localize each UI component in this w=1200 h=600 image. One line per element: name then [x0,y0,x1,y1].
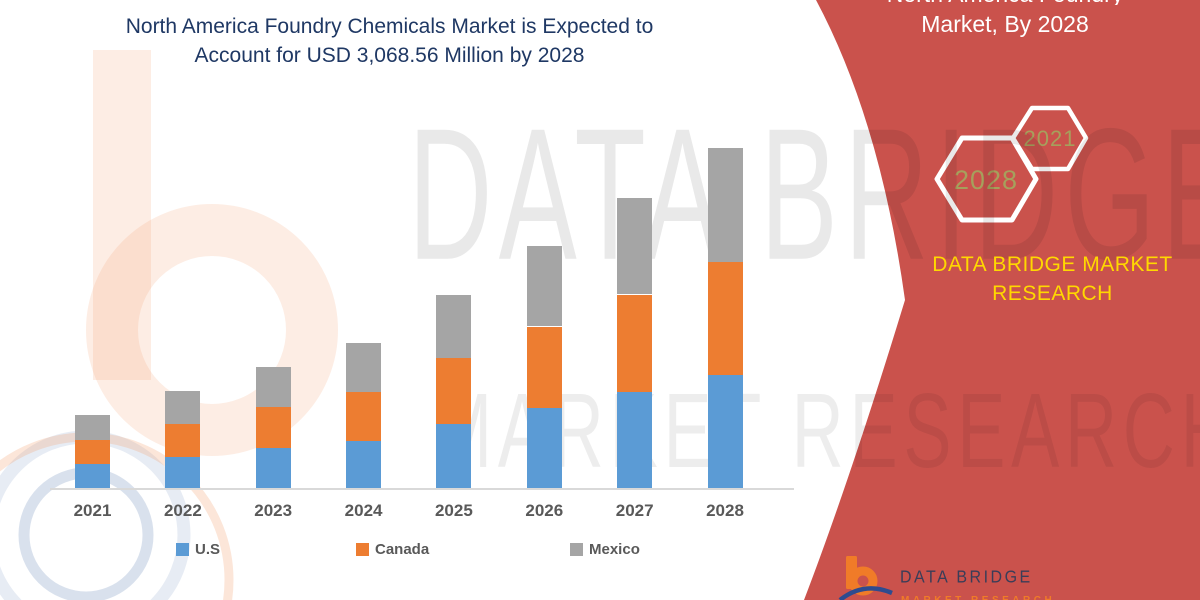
legend-item-us: U.S [176,541,220,558]
bar-segment-us-2024 [346,441,382,488]
panel-brand-name: DATA BRIDGE MARKET RESEARCH [890,250,1200,308]
footer-logo: DATA BRIDGE MARKET RESEARCH [838,555,1088,600]
legend-item-canada: Canada [356,541,429,558]
legend-swatch [356,543,369,556]
bar-segment-us-2028 [707,375,743,488]
chart-title: North America Foundry Chemicals Market i… [42,12,737,70]
panel-brand-line2: RESEARCH [992,282,1113,305]
bar-segment-mexico-2025 [436,294,472,359]
bar-segment-mexico-2027 [617,197,653,295]
red-curved-shape [804,0,1200,600]
watermark-b-bowl [86,204,338,456]
chart-title-line2: Account for USD 3,068.56 Million by 2028 [194,44,585,67]
x-axis-label-2027: 2027 [615,501,654,520]
x-axis-label-2026: 2026 [525,501,564,520]
bar-segment-mexico-2024 [346,343,382,393]
bar-segment-canada-2024 [346,392,382,442]
bar-segment-canada-2028 [707,261,743,376]
x-axis-label-2022: 2022 [163,501,202,520]
bar-segment-us-2021 [75,464,110,488]
footer-logo-subtitle: MARKET RESEARCH [901,595,1055,600]
watermark-b-stem [93,50,151,380]
x-axis-label-2024: 2024 [344,501,383,520]
hexagon-2021-year: 2021 [1024,126,1077,151]
panel-heading: Market, By 2028 [921,11,1089,37]
legend-item-mexico: Mexico [570,541,640,558]
bar-segment-canada-2027 [617,294,653,393]
panel-brand-line1: DATA BRIDGE MARKET [932,253,1173,276]
bar-segment-mexico-2022 [165,391,201,425]
footer-logo-brand: DATA BRIDGE [900,568,1033,587]
panel-heading-clipped-line: North America Foundry Chemicals [855,0,1155,5]
chart-title-line1: North America Foundry Chemicals Market i… [125,15,654,38]
hexagon-2028 [934,135,1039,223]
bar-segment-canada-2022 [165,424,201,457]
legend-label: U.S [195,541,221,558]
x-axis-line [50,488,794,490]
bar-segment-mexico-2023 [255,367,291,408]
bar-segment-canada-2023 [255,407,291,449]
bar-segment-canada-2021 [75,440,110,464]
bar-segment-mexico-2021 [75,415,110,441]
x-axis-label-2025: 2025 [434,501,473,520]
x-axis-label-2021: 2021 [73,501,112,520]
bar-segment-us-2025 [436,424,472,488]
legend-swatch [176,543,189,556]
x-axis-label-2023: 2023 [254,501,293,520]
x-axis-label-2028: 2028 [706,501,744,520]
bar-segment-us-2026 [526,408,562,488]
bar-segment-mexico-2026 [526,245,562,327]
legend-label: Canada [375,541,430,558]
bar-segment-us-2022 [165,457,201,488]
bar-segment-mexico-2028 [707,148,743,262]
legend-swatch [570,543,583,556]
footer-logo-b-icon [838,556,893,600]
bar-segment-us-2023 [255,448,291,488]
bar-segment-canada-2026 [526,326,562,409]
hexagon-2021 [1010,105,1089,172]
bar-segment-canada-2025 [436,358,472,425]
legend-label: Mexico [589,541,640,558]
hexagon-2028-year: 2028 [954,165,1018,195]
bar-segment-us-2027 [617,392,653,488]
